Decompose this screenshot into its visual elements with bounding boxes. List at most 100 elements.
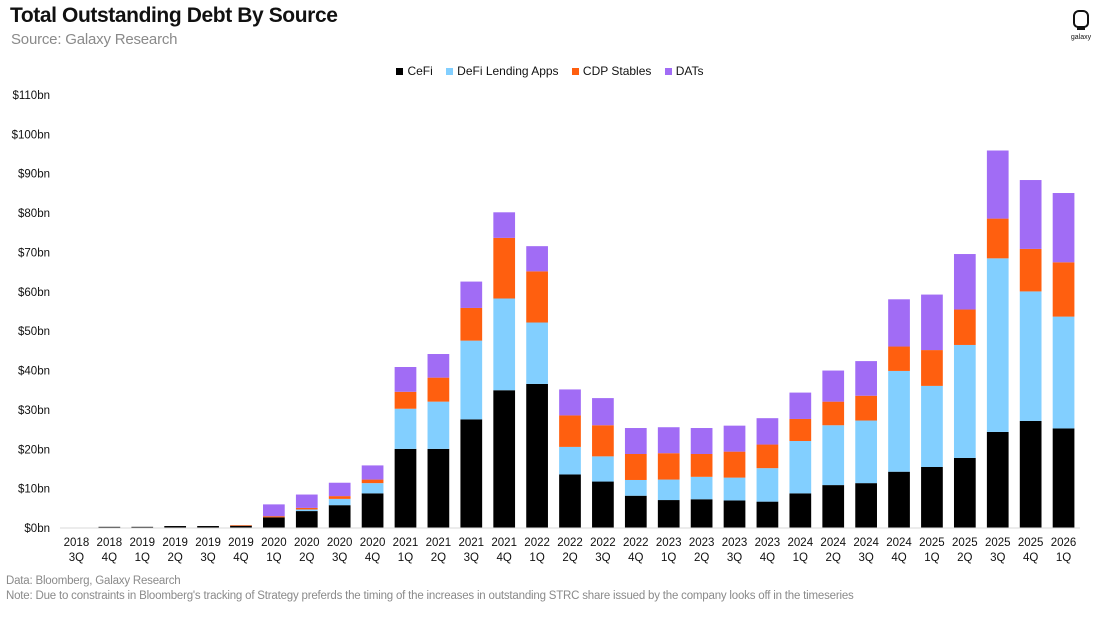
bar-segment-cefi: [657, 500, 680, 528]
bar-segment-dats: [592, 398, 614, 426]
bar-segment-cefi: [789, 493, 812, 528]
bar-segment-dats: [756, 418, 779, 445]
bar-segment-defi-lending-apps: [460, 340, 483, 420]
x-tick-year: 2022: [524, 537, 550, 549]
chart-subtitle: Source: Galaxy Research: [11, 31, 178, 48]
bar-segment-defi-lending-apps: [295, 509, 318, 512]
legend-label-defi: DeFi Lending Apps: [457, 64, 559, 78]
bar-segment-cdp-stables: [263, 516, 285, 518]
x-tick-quarter: 2Q: [562, 552, 577, 564]
x-tick-quarter: 4Q: [628, 552, 643, 564]
bar-segment-defi-lending-apps: [427, 401, 450, 449]
bar-segment-cefi: [328, 505, 351, 528]
bar-segment-dats: [953, 254, 976, 310]
bar-segment-dats: [657, 427, 680, 454]
y-tick-label: $100bn: [12, 129, 50, 141]
x-tick-year: 2021: [426, 537, 452, 549]
y-tick-label: $50bn: [18, 326, 50, 338]
bar-segment-cefi: [295, 511, 318, 528]
bar-segment-cefi: [98, 526, 121, 528]
bar-segment-cdp-stables: [855, 395, 877, 421]
bar-segment-dats: [1019, 180, 1042, 249]
x-tick-quarter: 2Q: [826, 552, 841, 564]
bar-segment-cefi: [690, 499, 713, 528]
bar-segment-cdp-stables: [624, 454, 647, 480]
y-tick-label: $10bn: [18, 484, 50, 496]
x-tick-year: 2026: [1051, 537, 1077, 549]
x-tick-year: 2025: [952, 537, 978, 549]
x-tick-year: 2020: [327, 537, 353, 549]
x-tick-quarter: 3Q: [332, 552, 347, 564]
bar-segment-cefi: [131, 526, 154, 528]
bar-segment-dats: [1052, 193, 1075, 263]
bar-segment-dats: [690, 428, 713, 454]
legend-item-cdp: CDP Stables: [571, 64, 652, 78]
bar-segment-cdp-stables: [1019, 248, 1042, 292]
bar-segment-dats: [921, 294, 943, 351]
x-tick-year: 2018: [64, 537, 90, 549]
legend-swatch-dats: [664, 68, 672, 75]
y-tick-label: $80bn: [18, 208, 50, 220]
bar-segment-dats: [263, 504, 285, 517]
x-tick-quarter: 1Q: [1056, 552, 1071, 564]
x-tick-year: 2018: [97, 537, 123, 549]
y-tick-label: $20bn: [18, 444, 50, 456]
bar-segment-cdp-stables: [460, 307, 483, 341]
bar-segment-dats: [460, 281, 483, 308]
bar-segment-dats: [559, 389, 581, 416]
x-tick-year: 2024: [886, 537, 912, 549]
x-tick-year: 2023: [689, 537, 715, 549]
x-tick-quarter: 1Q: [793, 552, 808, 564]
x-tick-quarter: 4Q: [365, 552, 380, 564]
bar-segment-cefi: [822, 485, 845, 528]
x-tick-year: 2024: [788, 537, 814, 549]
x-tick-quarter: 3Q: [69, 552, 84, 564]
x-tick-quarter: 4Q: [760, 552, 775, 564]
x-tick-quarter: 4Q: [1023, 552, 1038, 564]
bar-segment-cefi: [493, 390, 516, 528]
bar-segment-cefi: [1052, 428, 1075, 528]
legend-swatch-cdp: [571, 68, 579, 75]
bar-segment-cefi: [559, 474, 581, 528]
bar-segment-cefi: [624, 495, 647, 528]
x-tick-quarter: 3Q: [858, 552, 873, 564]
bar-segment-dats: [427, 354, 450, 378]
x-tick-year: 2022: [557, 537, 583, 549]
bar-segment-cdp-stables: [493, 237, 516, 299]
bar-segment-cefi: [361, 493, 384, 528]
bar-segment-cefi: [592, 481, 614, 528]
bar-segment-defi-lending-apps: [394, 408, 417, 449]
bar-segment-cdp-stables: [361, 479, 384, 484]
x-tick-quarter: 3Q: [200, 552, 215, 564]
x-tick-year: 2021: [393, 537, 419, 549]
legend-swatch-cefi: [396, 68, 404, 75]
x-tick-year: 2023: [656, 537, 682, 549]
bar-segment-defi-lending-apps: [624, 479, 647, 496]
x-tick-quarter: 2Q: [299, 552, 314, 564]
x-tick-year: 2019: [162, 537, 188, 549]
x-tick-year: 2024: [820, 537, 846, 549]
legend-label-cdp: CDP Stables: [582, 64, 652, 78]
x-tick-quarter: 1Q: [529, 552, 544, 564]
bar-segment-cefi: [756, 501, 779, 528]
bar-segment-defi-lending-apps: [657, 479, 680, 501]
bar-segment-cdp-stables: [295, 507, 318, 510]
bar-segment-cdp-stables: [789, 418, 812, 441]
bar-segment-cefi: [1019, 420, 1042, 528]
x-tick-quarter: 3Q: [464, 552, 479, 564]
bar-segment-cdp-stables: [986, 218, 1009, 259]
bar-segment-dats: [723, 425, 746, 452]
legend-item-defi: DeFi Lending Apps: [446, 64, 559, 78]
bar-segment-cdp-stables: [1052, 262, 1075, 317]
y-tick-label: $70bn: [18, 247, 50, 259]
footnote: Note: Due to constraints in Bloomberg's …: [6, 590, 854, 602]
bar-segment-dats: [888, 299, 910, 347]
bar-segment-defi-lending-apps: [888, 370, 910, 472]
bar-segment-defi-lending-apps: [1019, 291, 1042, 421]
bar-segment-dats: [493, 212, 516, 238]
x-tick-quarter: 3Q: [595, 552, 610, 564]
x-tick-quarter: 3Q: [990, 552, 1005, 564]
chart-title: Total Outstanding Debt By Source: [10, 4, 338, 27]
bar-segment-dats: [855, 361, 877, 396]
y-tick-label: $40bn: [18, 366, 50, 378]
